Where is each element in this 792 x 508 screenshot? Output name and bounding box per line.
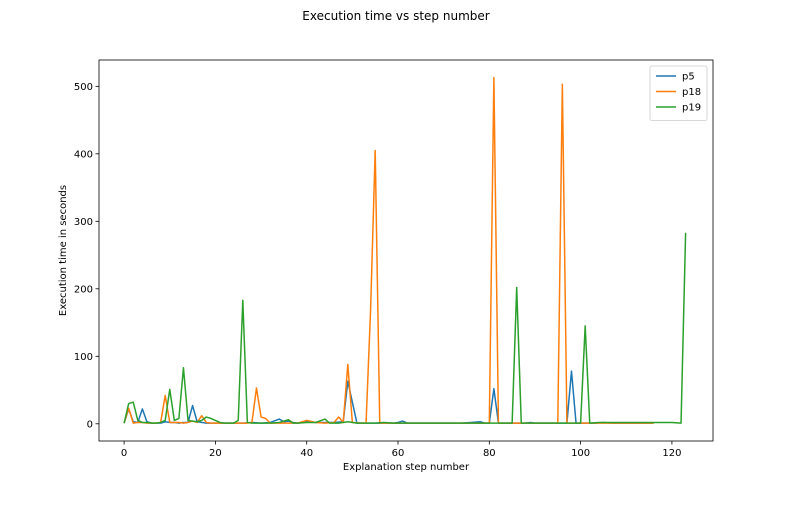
y-axis: 0 100 200 300 400 500: [74, 82, 99, 430]
y-axis-label: Execution time in seconds: [58, 185, 69, 316]
y-tick-label: 400: [74, 149, 93, 160]
legend-label-p19: p19: [682, 103, 701, 114]
series-layer: [123, 76, 687, 424]
y-tick-label: 500: [74, 82, 93, 93]
y-tick-label: 100: [74, 352, 93, 363]
x-tick-label: 120: [662, 448, 681, 459]
x-tick-label: 0: [121, 448, 127, 459]
y-tick-label: 200: [74, 284, 93, 295]
chart-title: Execution time vs step number: [302, 9, 489, 23]
legend: p5 p18 p19: [649, 65, 708, 121]
series-line-p19: [123, 232, 687, 424]
y-tick-label: 0: [87, 419, 93, 430]
x-tick-label: 80: [483, 448, 496, 459]
series-line-p18: [123, 76, 654, 424]
plot-frame: [98, 59, 714, 442]
y-tick-label: 300: [74, 217, 93, 228]
x-tick-label: 40: [300, 448, 313, 459]
series-line-p5: [123, 370, 654, 424]
legend-label-p18: p18: [682, 87, 701, 98]
x-tick-label: 100: [571, 448, 590, 459]
x-tick-label: 60: [392, 448, 405, 459]
x-axis-label: Explanation step number: [343, 462, 470, 473]
x-tick-label: 20: [209, 448, 222, 459]
legend-label-p5: p5: [682, 72, 695, 83]
x-axis: 0 20 40 60 80 100 120: [121, 441, 681, 459]
